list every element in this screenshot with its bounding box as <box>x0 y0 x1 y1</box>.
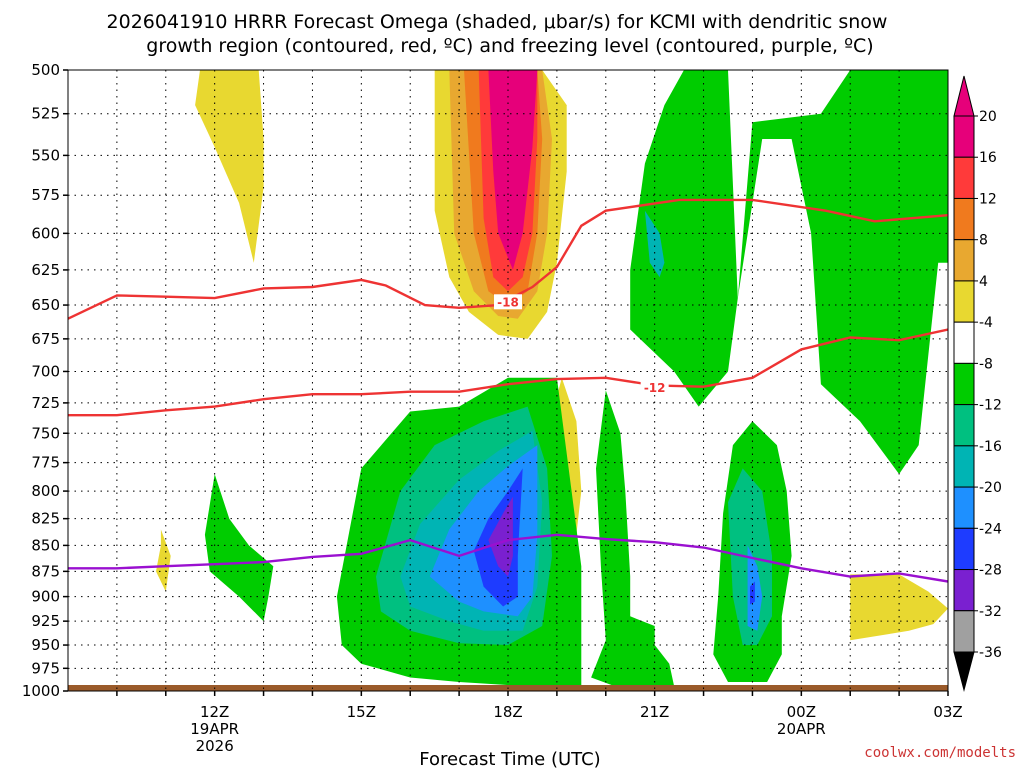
colorbar-label: -32 <box>979 604 1002 620</box>
omega-region-22 <box>488 496 513 577</box>
x-tick-label: 12Z <box>200 703 229 721</box>
omega-region-3 <box>156 529 171 592</box>
colorbar-bottom-triangle <box>953 651 975 692</box>
omega-region-11 <box>204 474 274 622</box>
y-tick-label: 775 <box>31 454 60 472</box>
y-tick-label: 650 <box>31 296 60 314</box>
colorbar-bin <box>953 156 975 199</box>
freezing-level-contour <box>68 533 948 583</box>
colorbar-bin <box>953 362 975 406</box>
x-tick-date: 19APR <box>190 720 239 738</box>
y-tick-label: 800 <box>31 482 60 500</box>
y-tick-label: 675 <box>31 330 60 348</box>
colorbar-bin <box>953 280 975 323</box>
y-tick-label: 875 <box>31 562 60 580</box>
y-tick-label: 600 <box>31 224 60 242</box>
omega-shading-layer <box>156 70 948 687</box>
y-tick-label: 750 <box>31 424 60 442</box>
x-tick-year: 2026 <box>196 737 234 755</box>
colorbar-bin <box>953 486 975 529</box>
y-tick-label: 925 <box>31 612 60 630</box>
y-tick-label: 1000 <box>22 682 60 700</box>
omega-region-10 <box>488 70 538 270</box>
y-tick-label: 550 <box>31 146 60 164</box>
dendritic-upper-label-bg <box>494 294 522 310</box>
y-tick-label: 625 <box>31 261 60 279</box>
y-tick-label: 975 <box>31 659 60 677</box>
y-tick-label: 500 <box>31 61 60 79</box>
colorbar-label: 16 <box>979 150 997 166</box>
omega-region-18 <box>644 210 665 278</box>
colorbar-label: -36 <box>979 645 1002 661</box>
omega-region-1 <box>737 70 948 475</box>
y-tick-label: 825 <box>31 510 60 528</box>
omega-region-0 <box>630 70 738 407</box>
colorbar-bin <box>953 321 975 364</box>
x-tick-date: 20APR <box>777 720 826 738</box>
colorbar-label: -28 <box>979 563 1002 579</box>
y-axis: 500 525 550 575 600 625 650 675 700 725 750 775 800 8… <box>22 61 68 700</box>
y-tick-label: 725 <box>31 394 60 412</box>
credit-text: coolwx.com/modelts <box>864 745 1016 761</box>
x-tick-label: 21Z <box>640 703 669 721</box>
colorbar-bin <box>953 569 975 612</box>
x-tick-label: 15Z <box>347 703 376 721</box>
chart-title-line2: growth region (contoured, red, ºC) and f… <box>146 35 873 57</box>
y-tick-label: 525 <box>31 105 60 123</box>
colorbar-label: -4 <box>979 315 993 331</box>
y-tick-label: 575 <box>31 186 60 204</box>
colorbar-bin <box>953 239 975 282</box>
dendritic-lower-contour <box>68 328 948 417</box>
colorbar-bin <box>953 610 975 653</box>
x-tick-label: 00Z <box>787 703 816 721</box>
colorbar-label: 8 <box>979 233 988 249</box>
contour-layer: -18 -12 <box>68 198 948 583</box>
omega-region-13 <box>591 390 675 687</box>
colorbar-label: 4 <box>979 274 988 290</box>
colorbar-label: -24 <box>979 521 1002 537</box>
dendritic-lower-label-bg <box>640 379 669 395</box>
colorbar-label: 12 <box>979 191 997 207</box>
colorbar-top-triangle <box>953 75 975 117</box>
y-tick-label: 900 <box>31 588 60 606</box>
y-tick-label: 950 <box>31 636 60 654</box>
colorbar: 20 16 12 8 4 -4 -8 -12 -16 -20 -24 -28 -32 -36 <box>953 75 1002 692</box>
omega-region-23 <box>750 581 755 605</box>
colorbar-bin <box>953 445 975 488</box>
dendritic-lower-label: -12 <box>644 381 666 395</box>
colorbar-label: -16 <box>979 439 1002 455</box>
colorbar-label: -8 <box>979 356 993 372</box>
colorbar-bin <box>953 404 975 447</box>
dendritic-upper-label: -18 <box>497 295 519 309</box>
chart-title-line1: 2026041910 HRRR Forecast Omega (shaded, … <box>107 11 888 33</box>
x-tick-label: 03Z <box>933 703 962 721</box>
colorbar-label: 20 <box>979 109 997 125</box>
colorbar-label: -12 <box>979 398 1002 414</box>
y-tick-label: 850 <box>31 536 60 554</box>
colorbar-bin <box>953 197 975 241</box>
x-tick-label: 18Z <box>493 703 522 721</box>
colorbar-label: -20 <box>979 480 1002 496</box>
y-tick-label: 700 <box>31 362 60 380</box>
omega-region-2 <box>195 70 264 263</box>
omega-region-5 <box>850 574 948 641</box>
x-axis-label: Forecast Time (UTC) <box>419 749 600 768</box>
colorbar-bin <box>953 115 975 158</box>
colorbar-bin <box>953 527 975 571</box>
